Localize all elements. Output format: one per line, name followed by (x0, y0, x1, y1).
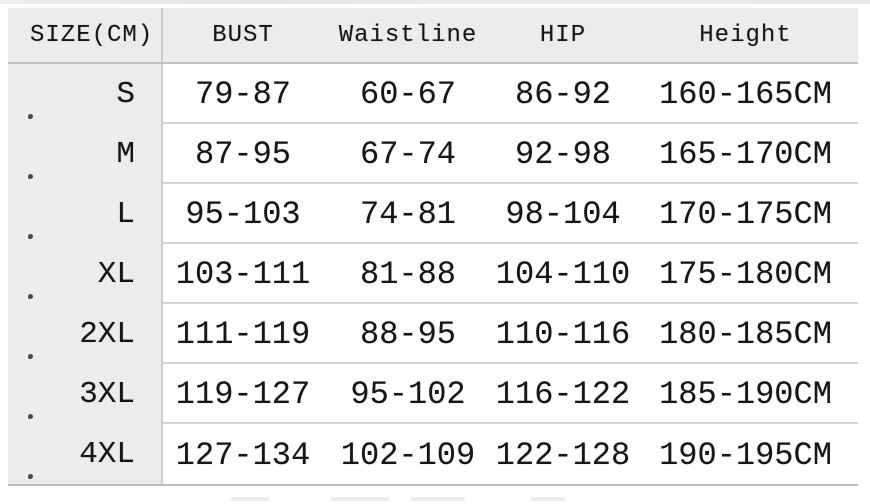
row-marker-dot (28, 414, 33, 419)
size-label: 2XL (79, 316, 135, 352)
cell-height: 190-195CM (659, 436, 832, 474)
size-label: M (116, 136, 135, 172)
cell-size: XL (8, 244, 163, 304)
size-chart-table: SIZE(CM) BUST Waistline HIP Height S 79-… (8, 8, 858, 486)
header-cell-bust: BUST (163, 8, 323, 62)
header-row: SIZE(CM) BUST Waistline HIP Height (8, 8, 858, 64)
row-marker-dot (28, 234, 33, 239)
cell-waistline: 95-102 (323, 364, 493, 424)
scan-artifact-bottom (230, 497, 270, 501)
cell-hip: 110-116 (493, 304, 633, 364)
cell-hip: 116-122 (493, 364, 633, 424)
table-row-3xl: 3XL 119-127 95-102 116-122 185-190CM (8, 364, 858, 424)
cell-waistline: 60-67 (323, 64, 493, 124)
table-row-xl: XL 103-111 81-88 104-110 175-180CM (8, 244, 858, 304)
row-marker-dot (28, 354, 33, 359)
header-cell-height: Height (633, 8, 858, 62)
cell-waistline: 67-74 (323, 124, 493, 184)
cell-hip: 98-104 (493, 184, 633, 244)
header-cell-size: SIZE(CM) (8, 8, 163, 62)
size-label: 4XL (79, 436, 135, 472)
row-marker-dot (28, 174, 33, 179)
row-marker-dot (28, 474, 33, 479)
cell-bust: 95-103 (163, 184, 323, 244)
cell-hip: 92-98 (493, 124, 633, 184)
header-cell-waistline: Waistline (323, 8, 493, 62)
size-label: XL (97, 256, 135, 292)
cell-hip: 104-110 (493, 244, 633, 304)
row-marker-dot (28, 114, 33, 119)
cell-bust: 79-87 (163, 64, 323, 124)
cell-height: 170-175CM (633, 184, 858, 244)
cell-height: 185-190CM (633, 364, 858, 424)
table-row-2xl: 2XL 111-119 88-95 110-116 180-185CM (8, 304, 858, 364)
cell-size: 2XL (8, 304, 163, 364)
cell-size: S (8, 64, 163, 124)
cell-bust: 103-111 (163, 244, 323, 304)
cell-hip: 86-92 (493, 64, 633, 124)
header-cell-hip: HIP (493, 8, 633, 62)
cell-height: 160-165CM (633, 64, 858, 124)
scan-artifact-top (0, 0, 870, 4)
size-label: S (116, 76, 135, 112)
cell-size: 3XL (8, 364, 163, 424)
table-row-m: M 87-95 67-74 92-98 165-170CM (8, 124, 858, 184)
cell-height: 165-170CM (633, 124, 858, 184)
cell-height: 175-180CM (633, 244, 858, 304)
cell-height: 180-185CM (633, 304, 858, 364)
size-label: L (116, 196, 135, 232)
cell-size: L (8, 184, 163, 244)
scan-artifact-bottom (330, 497, 390, 501)
row-marker-dot (28, 294, 33, 299)
cell-bust: 119-127 (163, 364, 323, 424)
size-label: 3XL (79, 376, 135, 412)
cell-bust: 87-95 (163, 124, 323, 184)
cell-waistline: 102-109 (340, 436, 476, 474)
table-row-4xl: 4XL 127-134 102-109 122-128 190-195CM (8, 424, 858, 484)
cell-waistline: 81-88 (323, 244, 493, 304)
cell-waistline: 88-95 (323, 304, 493, 364)
cell-size: 4XL (8, 424, 163, 484)
scan-artifact-bottom (530, 497, 565, 501)
cell-bust: 127-134 (175, 436, 311, 474)
cell-hip: 122-128 (495, 436, 631, 474)
cell-bust: 111-119 (163, 304, 323, 364)
scan-artifact-bottom (410, 497, 465, 501)
table-row-s: S 79-87 60-67 86-92 160-165CM (8, 64, 858, 124)
cell-waistline: 74-81 (323, 184, 493, 244)
cell-size: M (8, 124, 163, 184)
table-row-l: L 95-103 74-81 98-104 170-175CM (8, 184, 858, 244)
